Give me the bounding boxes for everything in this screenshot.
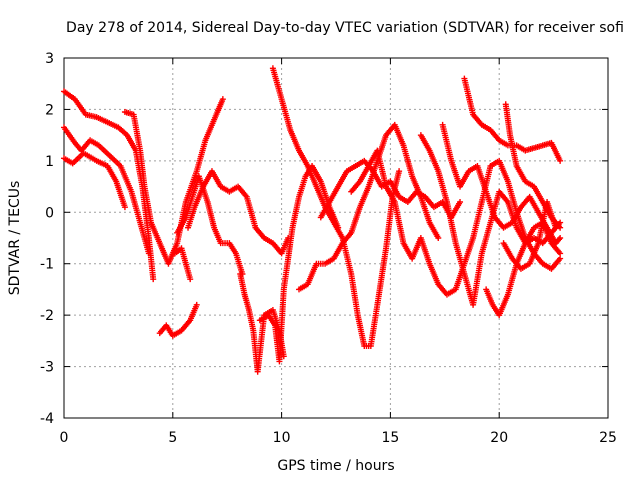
x-axis: 0 5 10 15 20 25	[60, 58, 617, 446]
data-point	[557, 235, 564, 241]
data-point	[557, 157, 564, 164]
y-tick-label: -3	[40, 360, 54, 376]
y-tick-label: 3	[45, 51, 54, 67]
x-tick-label: 5	[168, 430, 177, 446]
y-tick-label: -4	[40, 411, 54, 427]
plot-frame	[63, 57, 609, 419]
data-point	[145, 250, 152, 257]
series-track-12	[296, 121, 442, 293]
series-track-2	[61, 124, 152, 257]
chart-title: Day 278 of 2014, Sidereal Day-to-day VTE…	[66, 20, 624, 36]
series-track-13	[317, 157, 464, 221]
x-tick-label: 10	[273, 430, 291, 446]
y-tick-label: 1	[45, 154, 54, 170]
series-track-15	[417, 132, 564, 308]
data-point	[187, 276, 194, 283]
data-point	[557, 255, 564, 262]
y-tick-label: 0	[45, 205, 54, 221]
series-track-20	[502, 101, 564, 231]
data-point	[556, 236, 563, 243]
data-point	[193, 301, 200, 308]
x-tick-label: 0	[60, 430, 69, 446]
data-point	[280, 353, 287, 360]
x-tick-label: 15	[381, 430, 399, 446]
data-point	[457, 199, 464, 205]
y-axis-label: SDTVAR / TECUs	[7, 181, 23, 296]
series-track-11	[269, 65, 403, 349]
series-track-7	[185, 168, 292, 257]
data-point	[396, 168, 403, 175]
series-track-17	[461, 75, 564, 164]
x-tick-label: 20	[490, 430, 508, 446]
series-track-8	[171, 245, 194, 283]
series-track-1	[61, 88, 157, 283]
data-point	[219, 96, 226, 103]
x-axis-label: GPS time / hours	[277, 458, 394, 474]
grid	[64, 58, 608, 418]
y-tick-label: -2	[40, 308, 54, 324]
data-point	[557, 224, 564, 231]
x-tick-label: 25	[599, 430, 617, 446]
series-track-9	[237, 271, 287, 375]
series-track-4	[121, 96, 226, 267]
series-track-3	[61, 150, 128, 211]
data-point	[150, 276, 157, 283]
y-tick-label: -1	[40, 257, 54, 273]
data-point	[121, 204, 128, 211]
data-point	[557, 250, 564, 257]
data-point	[435, 235, 442, 241]
data-marks	[61, 65, 564, 375]
series-track-14	[348, 147, 564, 298]
series-track-16	[439, 121, 564, 247]
y-axis: -4 -3 -2 -1 0 1 2 3	[40, 51, 608, 427]
series-track-5	[156, 301, 200, 339]
y-tick-label: 2	[45, 102, 54, 118]
